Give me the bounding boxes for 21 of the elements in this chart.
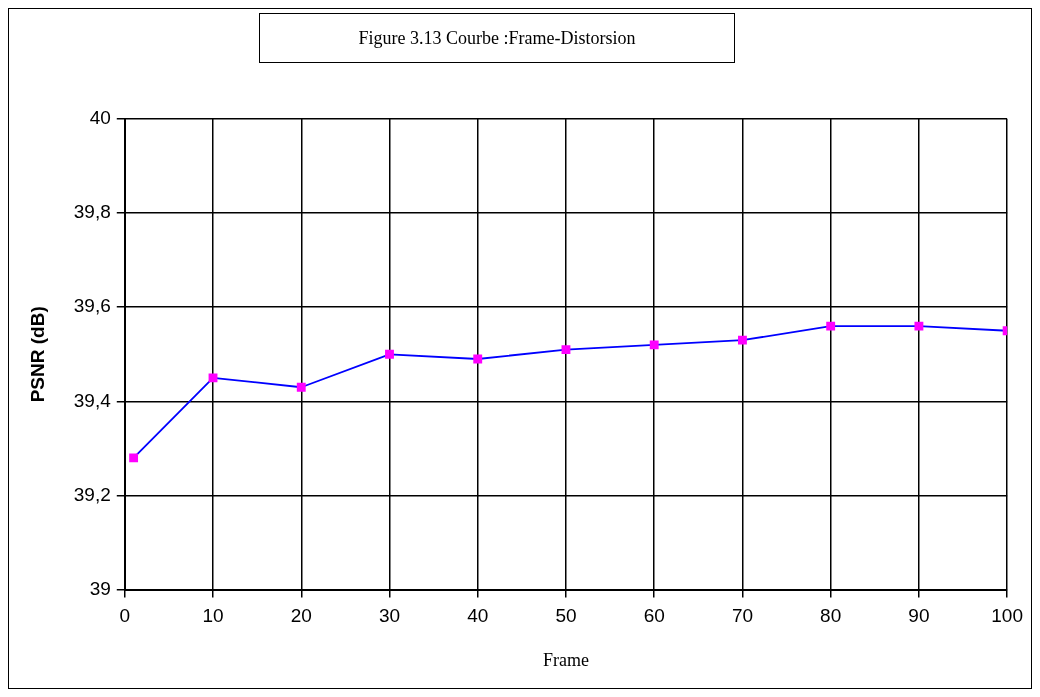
x-tick-label: 20 <box>290 605 312 627</box>
y-tick-label: 39,8 <box>73 201 111 223</box>
x-tick-label: 90 <box>908 605 930 627</box>
x-tick-label: 80 <box>820 605 842 627</box>
x-axis-title: Frame <box>542 649 589 670</box>
x-tick-label: 0 <box>119 605 131 627</box>
y-tick-label: 39,2 <box>73 483 111 505</box>
y-tick-label: 39,6 <box>73 295 111 317</box>
chart-title: Figure 3.13 Courbe :Frame-Distorsion <box>259 13 735 63</box>
y-tick-label: 39,4 <box>73 389 112 411</box>
y-tick-label: 40 <box>89 107 111 129</box>
x-tick-label: 10 <box>202 605 224 627</box>
x-tick-label: 70 <box>731 605 754 627</box>
x-tick-label: 100 <box>991 605 1023 627</box>
x-tick-label: 60 <box>643 605 665 627</box>
y-tick-label: 39 <box>89 577 111 599</box>
chart-frame: Frame PSNR (dB) 0 10 20 30 40 50 60 70 80 90 100 39 39,2 39,4 39,6 39,8 40 Figure 3.13 Courbe :Frame-Distorsion <box>8 8 1032 689</box>
x-tick-label: 50 <box>555 605 577 627</box>
y-axis-title: PSNR (dB) <box>26 306 48 403</box>
x-tick-label: 30 <box>378 605 401 627</box>
x-tick-label: 40 <box>467 605 489 627</box>
